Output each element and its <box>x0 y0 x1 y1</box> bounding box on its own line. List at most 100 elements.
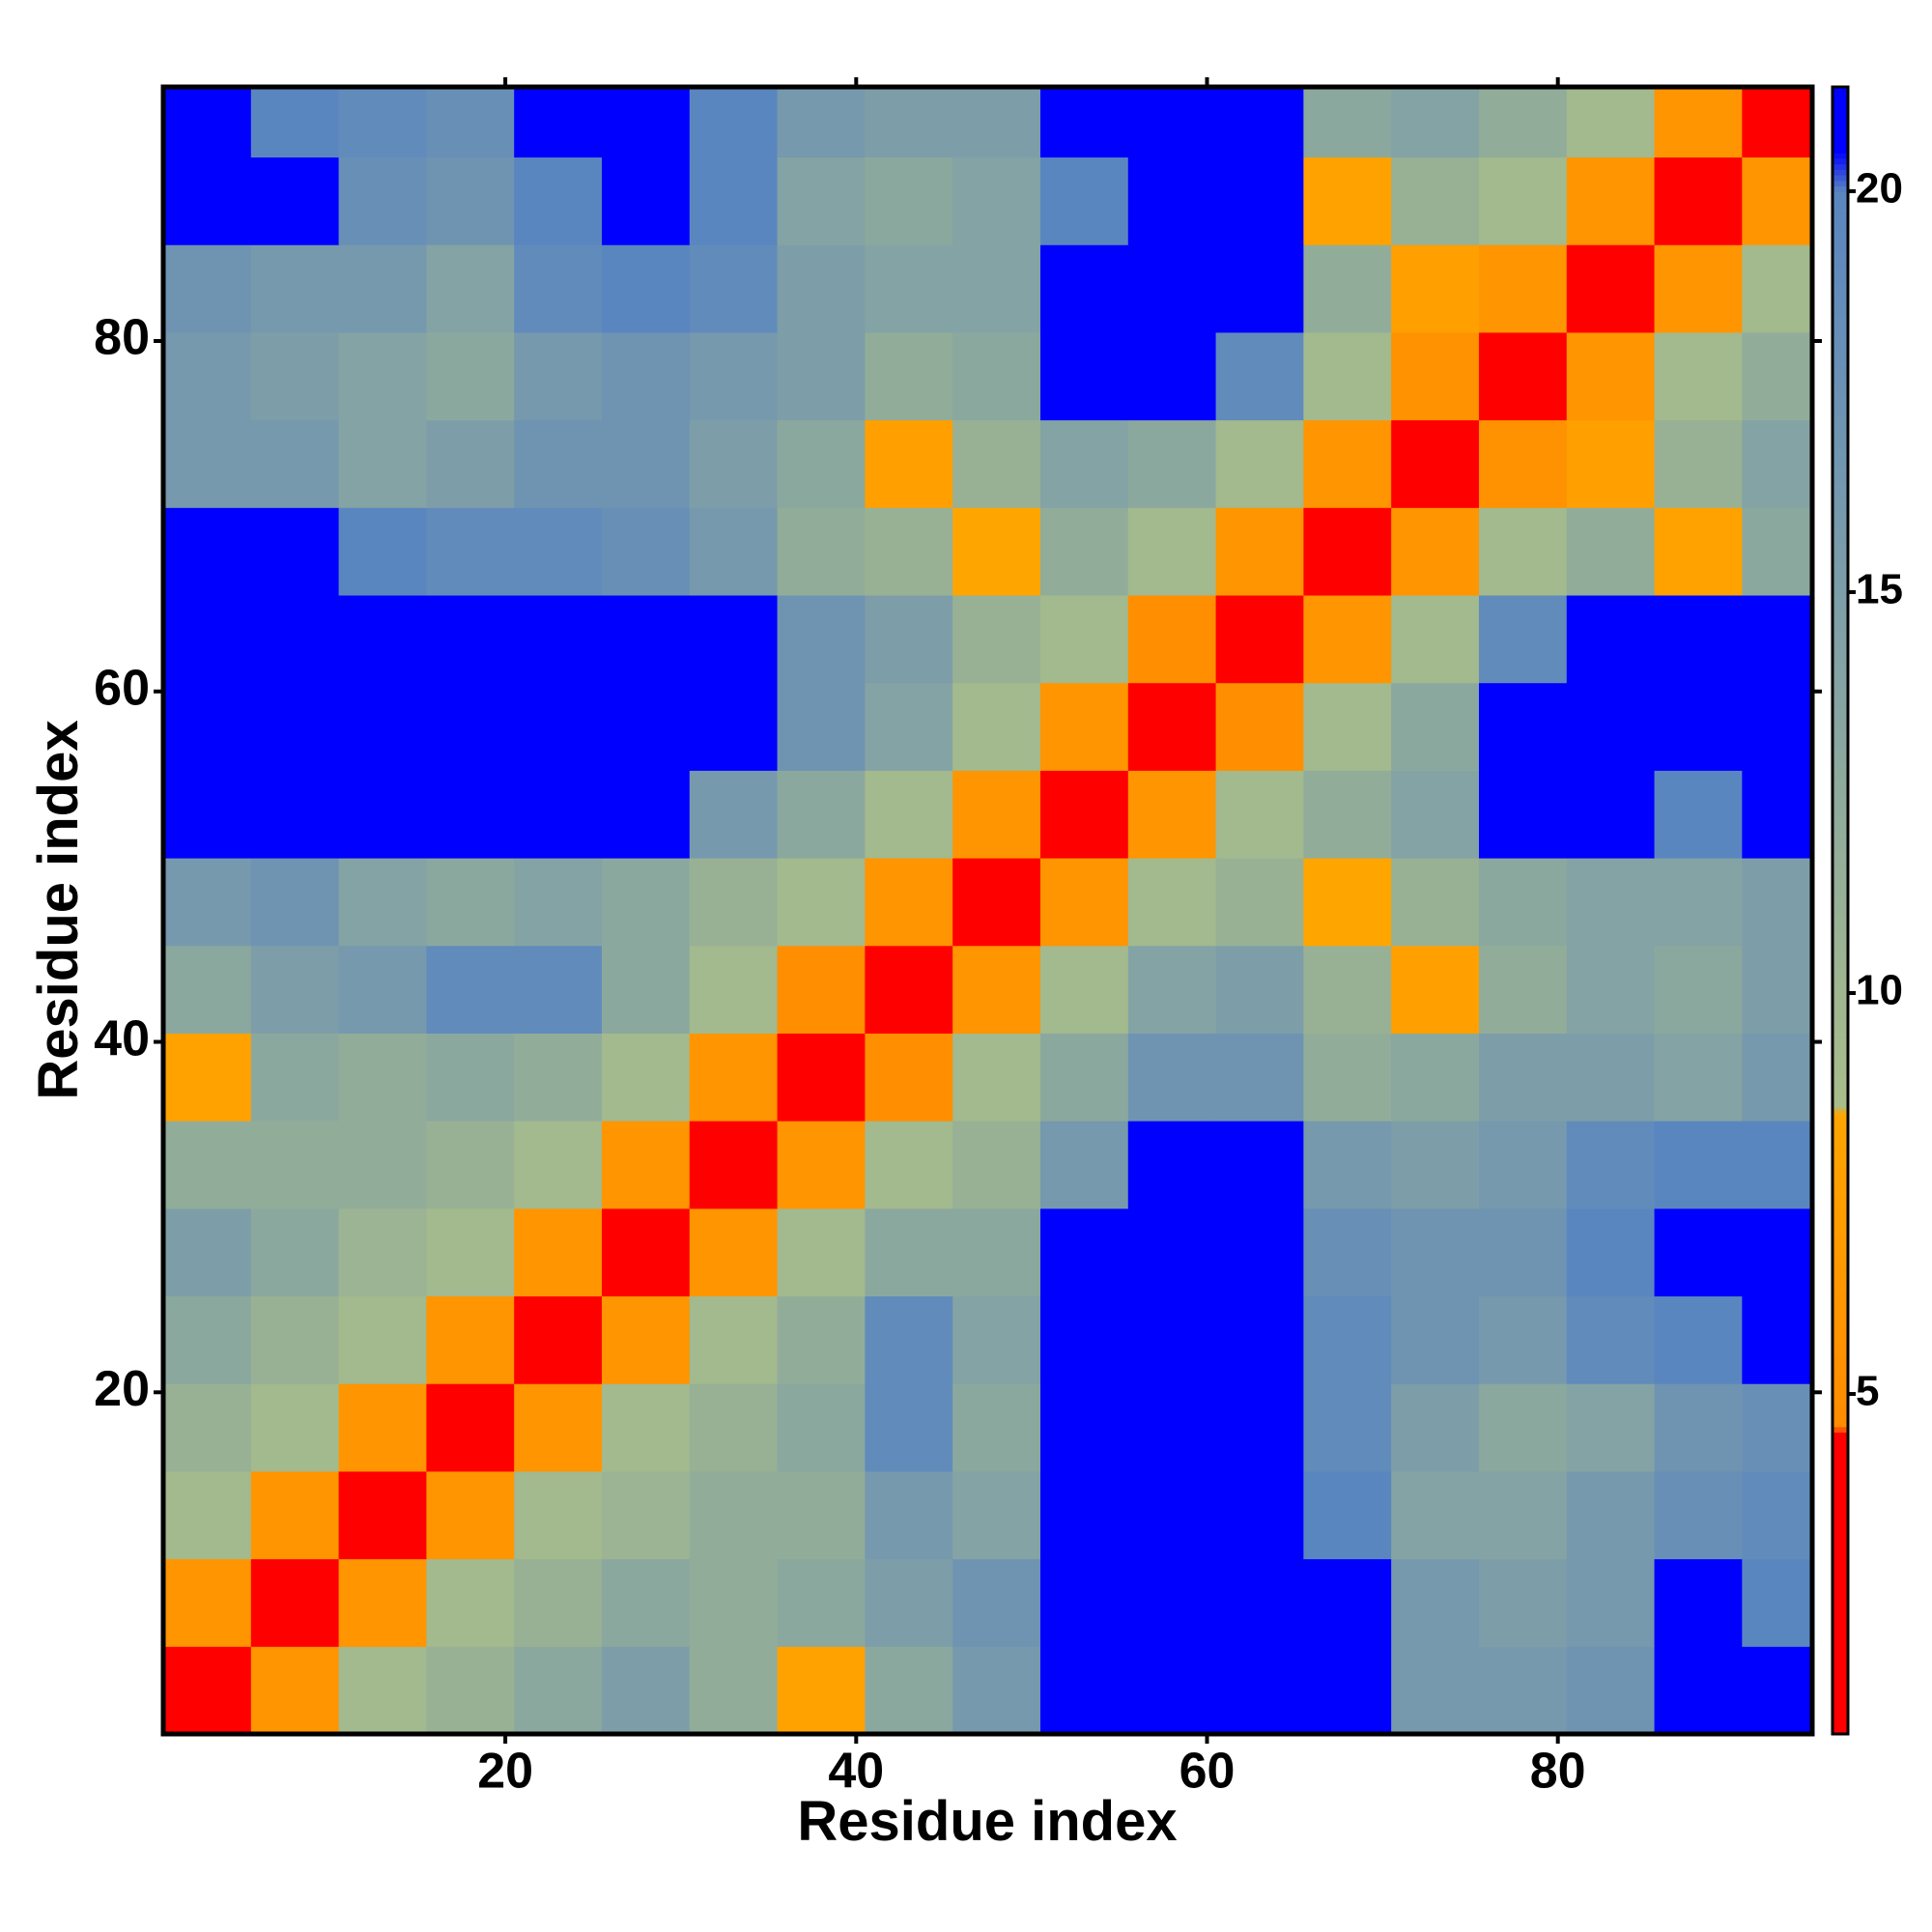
colorbar-segment <box>1833 537 1848 544</box>
heatmap-cell <box>338 1121 427 1209</box>
heatmap-cell <box>865 682 953 771</box>
colorbar-segment <box>1833 1487 1848 1493</box>
heatmap-cell <box>1215 87 1304 158</box>
colorbar-segment <box>1833 691 1848 697</box>
colorbar-segment <box>1833 1399 1848 1406</box>
heatmap-cell <box>689 1646 779 1735</box>
heatmap-cell <box>777 1558 866 1647</box>
colorbar-segment <box>1833 482 1848 489</box>
heatmap-cell <box>250 1121 340 1209</box>
colorbar-segment <box>1833 838 1848 845</box>
colorbar-segment <box>1833 185 1848 192</box>
heatmap-cell <box>426 1033 515 1122</box>
colorbar-segment <box>1833 1497 1848 1504</box>
colorbar-segment <box>1833 1004 1848 1010</box>
heatmap-cell <box>514 87 603 158</box>
heatmap-cell <box>338 1470 427 1560</box>
heatmap-cell <box>1039 1208 1129 1297</box>
heatmap-cell <box>689 1558 779 1647</box>
colorbar-segment <box>1833 1113 1848 1121</box>
colorbar-segment <box>1833 811 1848 818</box>
colorbar-segment <box>1833 190 1848 198</box>
heatmap-cell <box>1127 1033 1217 1122</box>
colorbar-segment <box>1833 1437 1848 1444</box>
heatmap-cell <box>1127 595 1217 684</box>
heatmap-cell <box>250 507 340 596</box>
colorbar-segment <box>1833 921 1848 928</box>
colorbar-segment <box>1833 394 1848 401</box>
colorbar-segment <box>1833 779 1848 785</box>
colorbar-segment <box>1833 987 1848 994</box>
colorbar-tick-label: 20 <box>1856 165 1903 213</box>
colorbar-segment <box>1833 1321 1848 1329</box>
colorbar-segment <box>1833 1405 1848 1411</box>
heatmap-cell <box>1654 1208 1743 1297</box>
heatmap-cell <box>865 595 953 684</box>
heatmap-cell <box>777 156 866 245</box>
heatmap-cell <box>777 1383 866 1472</box>
heatmap-cell <box>601 507 691 596</box>
colorbar-segment <box>1833 591 1848 599</box>
colorbar-segment <box>1833 1311 1848 1318</box>
colorbar-segment <box>1833 1305 1848 1312</box>
colorbar-segment <box>1833 1338 1848 1346</box>
colorbar-segment <box>1833 125 1848 132</box>
heatmap-cell <box>1391 1295 1480 1384</box>
colorbar-segment <box>1833 1278 1848 1285</box>
heatmap-cell <box>514 770 603 859</box>
heatmap-cell <box>426 1208 515 1297</box>
colorbar-segment <box>1833 306 1848 313</box>
heatmap-cell <box>1127 1383 1217 1472</box>
colorbar-segment <box>1833 1612 1848 1620</box>
heatmap-cell <box>601 1383 691 1472</box>
heatmap-cell <box>338 858 427 947</box>
heatmap-cell <box>1654 419 1743 508</box>
heatmap-cell <box>865 331 953 421</box>
heatmap-cell <box>163 770 252 859</box>
colorbar-segment <box>1833 1053 1848 1060</box>
colorbar-segment <box>1833 372 1848 379</box>
colorbar-segment <box>1833 427 1848 434</box>
heatmap-cell <box>1478 507 1568 596</box>
heatmap-cell <box>250 858 340 947</box>
heatmap-cell <box>514 1470 603 1560</box>
heatmap-cell <box>250 595 340 684</box>
heatmap-cell <box>777 945 866 1034</box>
heatmap-cell <box>1303 770 1392 859</box>
heatmap-cell <box>777 244 866 333</box>
heatmap-cell <box>601 1208 691 1297</box>
heatmap-cell <box>601 682 691 771</box>
heatmap-cell <box>689 595 779 684</box>
colorbar-segment <box>1833 1047 1848 1054</box>
heatmap-cell <box>865 945 953 1034</box>
colorbar-segment <box>1833 416 1848 423</box>
heatmap-cell <box>952 87 1041 158</box>
colorbar-segment <box>1833 1393 1848 1400</box>
heatmap-cell <box>338 595 427 684</box>
colorbar-segment <box>1833 323 1848 329</box>
heatmap-cell <box>952 595 1041 684</box>
heatmap-cell <box>1391 770 1480 859</box>
heatmap-cell <box>1303 1646 1392 1735</box>
heatmap-cell <box>1215 1558 1304 1647</box>
heatmap-cell <box>952 331 1041 421</box>
heatmap-cell <box>601 156 691 245</box>
colorbar-segment <box>1833 174 1848 182</box>
heatmap-cell <box>1391 1121 1480 1209</box>
heatmap-cell <box>1303 244 1392 333</box>
colorbar-segment <box>1833 130 1848 137</box>
y-tick-label: 40 <box>94 1010 150 1066</box>
heatmap-cell <box>426 1295 515 1384</box>
colorbar-segment <box>1833 328 1848 335</box>
colorbar-segment <box>1833 685 1848 692</box>
colorbar-segment <box>1833 575 1848 582</box>
heatmap-cell <box>1566 1558 1656 1647</box>
heatmap-cell <box>250 419 340 508</box>
colorbar-segment <box>1833 1503 1848 1510</box>
heatmap-cell <box>601 87 691 158</box>
colorbar-segment <box>1833 861 1848 867</box>
colorbar-segment <box>1833 806 1848 812</box>
colorbar-segment <box>1833 613 1848 620</box>
colorbar-segment <box>1833 180 1848 186</box>
